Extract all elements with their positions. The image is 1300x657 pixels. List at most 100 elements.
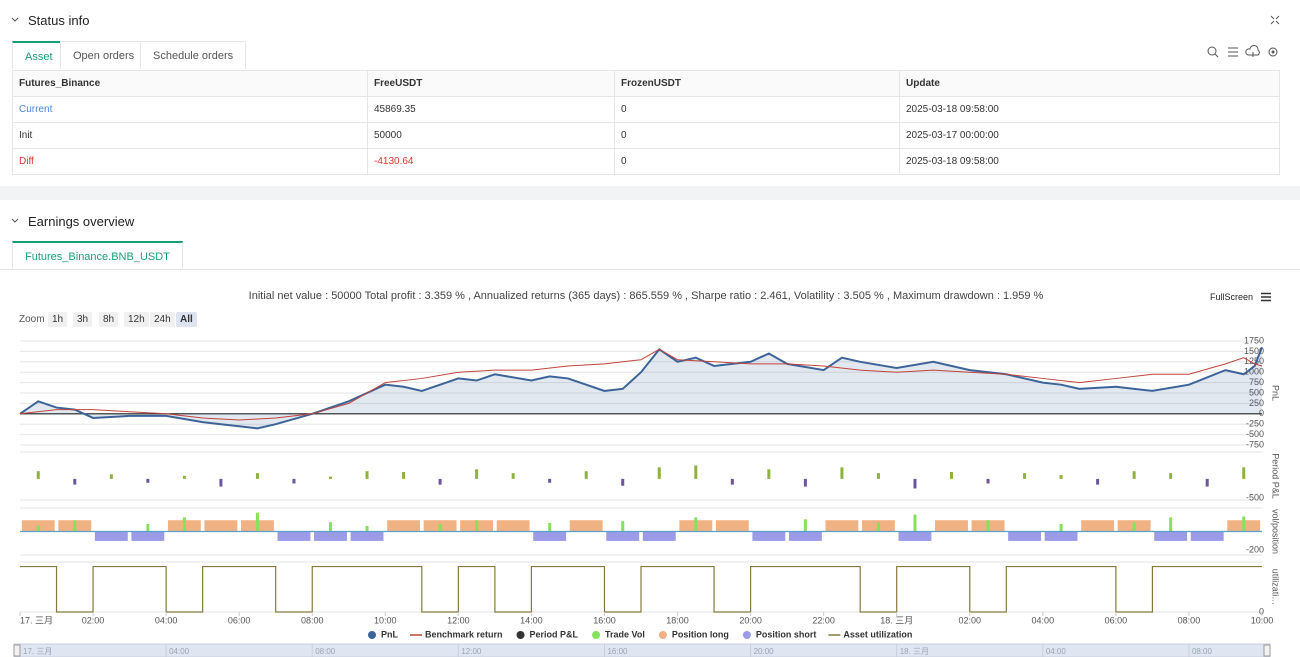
period-pnl-bar [146, 478, 150, 483]
position-bar [204, 520, 238, 532]
position-bar [94, 531, 128, 541]
y-tick-label: -750 [1246, 439, 1264, 449]
cell: 2025-03-18 09:58:00 [899, 96, 1280, 123]
expand-icon[interactable] [1270, 15, 1280, 25]
period-pnl-bar [584, 471, 588, 479]
position-bar [788, 531, 822, 541]
navigator-label: 08:00 [315, 647, 336, 656]
trade-vol-bar [255, 512, 259, 532]
period-pnl-bar [402, 471, 406, 479]
zoom-button[interactable]: All [176, 312, 197, 327]
x-tick-label: 22:00 [812, 615, 835, 625]
utilization-line [20, 565, 1262, 613]
zoom-button[interactable]: 24h [150, 312, 175, 327]
tab[interactable]: Schedule orders [140, 41, 247, 69]
legend-label: Position short [756, 629, 817, 639]
position-bar [569, 520, 603, 532]
position-bar [533, 531, 567, 541]
cell: 0 [614, 96, 900, 123]
zoom-button[interactable]: 12h [124, 312, 149, 327]
period-pnl-bar [1205, 478, 1209, 487]
trade-vol-bar [1132, 522, 1136, 532]
position-bar [752, 531, 786, 541]
collapse-icon[interactable] [10, 216, 20, 226]
navigator [13, 643, 1271, 657]
legend-label: Period P&L [530, 629, 579, 639]
position-bar [715, 520, 749, 532]
collapse-icon[interactable] [10, 15, 20, 25]
period-pnl-bar [109, 474, 113, 479]
benchmark-line [19, 348, 1263, 421]
period-pnl-bar [657, 467, 661, 479]
period-pnl-bar [438, 478, 442, 485]
navigator-label: 18. 三月 [900, 647, 929, 656]
zoom-button[interactable]: 1h [48, 312, 68, 327]
zoom-button[interactable]: 8h [99, 312, 119, 327]
x-tick-label: 08:00 [1178, 615, 1201, 625]
trade-vol-bar [986, 520, 990, 532]
y-tick-label: -250 [1246, 419, 1264, 429]
menu-icon[interactable] [1260, 292, 1272, 302]
legend-label: Position long [672, 629, 729, 639]
period-pnl-bar [548, 478, 552, 483]
period-pnl-bar [1242, 467, 1246, 479]
period-pnl-bar [511, 473, 515, 479]
x-tick-label: 10:00 [374, 615, 397, 625]
trade-vol-bar [475, 520, 479, 532]
legend-symbol [742, 631, 751, 639]
x-tick-label: 17. 三月 [20, 615, 53, 625]
trade-vol-bar [1059, 523, 1063, 532]
position-bar [825, 520, 859, 532]
toolbar-icons[interactable] [1206, 45, 1282, 59]
x-tick-label: 14:00 [520, 615, 543, 625]
axis-title: vol/position [1271, 509, 1281, 554]
navigator-label: 12:00 [461, 647, 482, 656]
section-title: Status info [28, 13, 90, 28]
legend-symbol [368, 631, 376, 639]
x-tick-label: 10:00 [1251, 615, 1274, 625]
cell: 0 [614, 148, 900, 175]
position-bar [1154, 531, 1188, 541]
tab[interactable]: Asset [12, 41, 66, 69]
period-pnl-bar [292, 478, 296, 484]
summary: Initial net value : 50000 Total profit :… [248, 290, 1044, 302]
period-pnl-bar [950, 471, 953, 479]
period-pnl-bar [913, 478, 917, 489]
y-tick-label: -200 [1246, 545, 1264, 555]
x-tick-label: 04:00 [1032, 615, 1055, 625]
trade-vol-bar [621, 521, 625, 532]
trade-vol-bar [694, 517, 698, 532]
cell: -4130.64 [367, 148, 615, 175]
y-tick-label: 1000 [1244, 367, 1264, 377]
legend-label: Trade Vol [605, 629, 645, 639]
zoom-button[interactable]: 3h [73, 312, 93, 327]
trade-vol-bar [548, 523, 552, 532]
period-pnl-bar [767, 469, 771, 479]
period-pnl-bar [986, 478, 990, 484]
fullscreen-button[interactable]: FullScreen [1210, 292, 1254, 302]
x-tick-label: 04:00 [155, 615, 178, 625]
y-tick-label: 0 [1259, 408, 1264, 418]
period-pnl-bar [365, 471, 369, 479]
x-tick-label: 02:00 [82, 615, 105, 625]
navigator-label: 17. 三月 [23, 647, 52, 656]
tab[interactable]: Futures_Binance.BNB_USDT [12, 241, 183, 269]
period-pnl-bar [1096, 478, 1100, 485]
x-tick-label: 06:00 [228, 615, 251, 625]
period-pnl-bar [1132, 471, 1136, 479]
tab[interactable]: Open orders [60, 41, 148, 69]
trade-vol-bar [438, 523, 442, 532]
navigator-label: 20:00 [754, 647, 775, 656]
zoom-label: Zoom [19, 314, 45, 325]
navigator-handle [1263, 644, 1271, 657]
legend-label: PnL [381, 629, 399, 639]
x-tick-label: 18:00 [666, 615, 689, 625]
cell: 2025-03-17 00:00:00 [899, 122, 1280, 149]
navigator-label: 04:00 [169, 647, 190, 656]
asset-table: Futures_Binance FreeUSDT FrozenUSDT Update … [12, 70, 1280, 175]
cell: Init [12, 122, 368, 149]
position-bar [131, 531, 165, 541]
navigator-handle [13, 644, 21, 657]
position-bar [642, 531, 676, 541]
trade-vol-bar [365, 525, 369, 532]
